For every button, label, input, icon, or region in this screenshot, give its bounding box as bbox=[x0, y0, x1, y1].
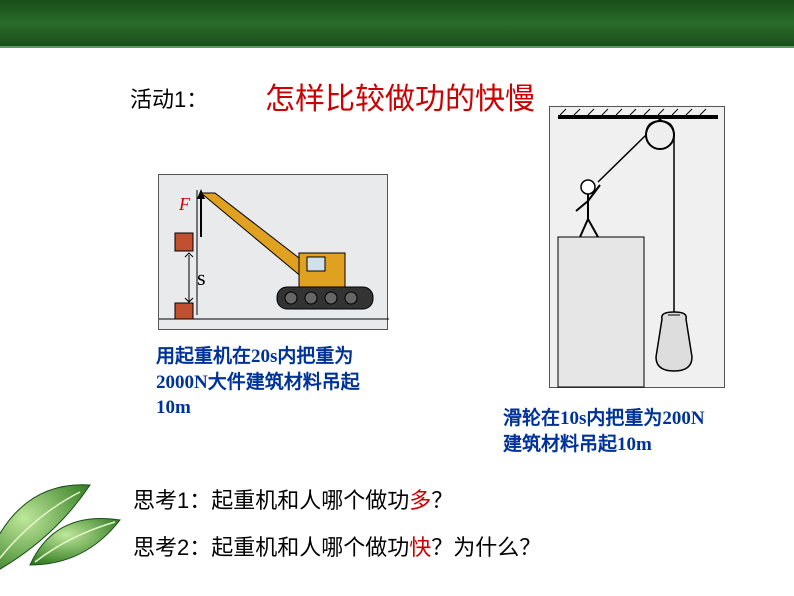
crane-caption-l3: 10m bbox=[156, 397, 191, 418]
crane-figure: F s bbox=[158, 174, 388, 330]
pulley-caption-l1: 滑轮在10s内把重为200N bbox=[503, 408, 705, 429]
crane-caption: 用起重机在20s内把重为 2000N大件建筑材料吊起 10m bbox=[156, 344, 436, 421]
crane-svg: F s bbox=[159, 175, 389, 331]
q1-pre: 思考1：起重机和人哪个做功 bbox=[133, 488, 409, 513]
header-band bbox=[0, 0, 794, 48]
question-1: 思考1：起重机和人哪个做功多？ bbox=[133, 483, 453, 515]
pulley-caption-l2: 建筑材料吊起10m bbox=[503, 434, 652, 455]
q2-pre: 思考2：起重机和人哪个做功 bbox=[133, 535, 409, 560]
page-title: 怎样比较做功的快慢 bbox=[265, 74, 535, 118]
activity-label: 活动1： bbox=[130, 87, 208, 112]
crane-caption-l1: 用起重机在20s内把重为 bbox=[156, 346, 353, 367]
pulley-figure bbox=[549, 106, 725, 388]
activity-row: 活动1： bbox=[130, 82, 208, 114]
q1-post: ？ bbox=[431, 488, 453, 513]
q1-hl: 多 bbox=[409, 488, 431, 513]
pulley-caption: 滑轮在10s内把重为200N 建筑材料吊起10m bbox=[503, 406, 783, 457]
q2-post: ？为什么？ bbox=[431, 535, 541, 560]
q2-hl: 快 bbox=[409, 535, 431, 560]
pulley-svg bbox=[550, 107, 726, 389]
crane-caption-l2: 2000N大件建筑材料吊起 bbox=[156, 372, 360, 393]
leaf-icon bbox=[0, 450, 140, 590]
svg-text:s: s bbox=[197, 265, 206, 290]
question-2: 思考2：起重机和人哪个做功快？为什么？ bbox=[133, 530, 541, 562]
svg-text:F: F bbox=[178, 194, 191, 214]
